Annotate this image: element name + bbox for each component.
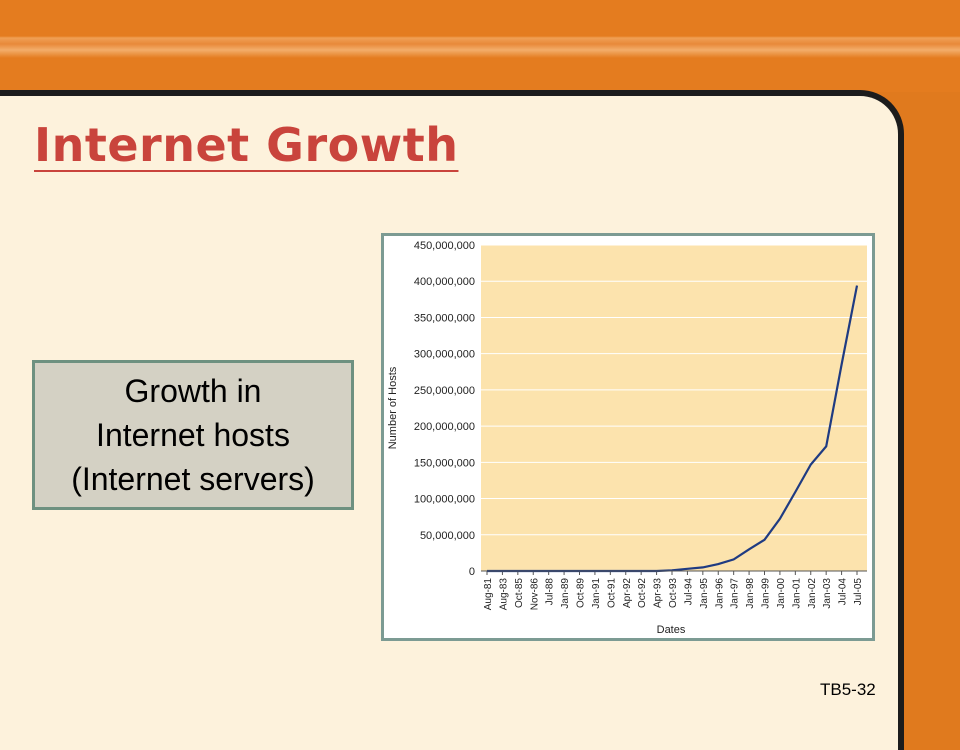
y-tick-label: 150,000,000 bbox=[414, 457, 475, 469]
callout-line-2: Internet hosts bbox=[96, 417, 290, 453]
y-tick-label: 0 bbox=[469, 566, 475, 578]
callout-text: Growth in Internet hosts (Internet serve… bbox=[71, 369, 315, 501]
x-tick-label: Oct-92 bbox=[637, 578, 648, 608]
x-tick-label: Jul-04 bbox=[838, 578, 849, 606]
x-tick-label: Jan-99 bbox=[761, 578, 772, 609]
y-tick-label: 300,000,000 bbox=[414, 349, 475, 361]
y-tick-label: 450,000,000 bbox=[414, 240, 475, 252]
callout-line-1: Growth in bbox=[124, 373, 262, 409]
x-tick-label: Oct-85 bbox=[514, 578, 525, 608]
chart-frame: 0 50,000,000 100,000,000 150,000,000 200,000… bbox=[381, 233, 875, 641]
slide-title: Internet Growth bbox=[34, 118, 459, 172]
x-tick-label: Oct-89 bbox=[576, 578, 587, 608]
x-tick-label: Aug-81 bbox=[483, 578, 494, 611]
callout-box: Growth in Internet hosts (Internet serve… bbox=[32, 360, 354, 510]
x-tick-label: Jul-88 bbox=[545, 578, 556, 606]
x-tick-label: Jan-95 bbox=[699, 578, 710, 609]
x-tick-label: Oct-93 bbox=[668, 578, 679, 608]
y-tick-label: 250,000,000 bbox=[414, 385, 475, 397]
plot-area bbox=[481, 245, 867, 571]
internet-hosts-chart: 0 50,000,000 100,000,000 150,000,000 200,000… bbox=[387, 240, 867, 636]
x-tick-label: Jan-89 bbox=[560, 578, 571, 609]
x-tick-label: Jan-98 bbox=[745, 578, 756, 609]
x-tick-label: Jul-94 bbox=[683, 578, 694, 606]
x-tick-label: Aug-83 bbox=[498, 578, 509, 611]
slide-code: TB5-32 bbox=[820, 680, 876, 699]
x-tick-label: Jan-03 bbox=[822, 578, 833, 609]
x-axis-label: Dates bbox=[657, 624, 686, 636]
x-tick-label: Jan-91 bbox=[591, 578, 602, 609]
x-tick-labels: Aug-81 Aug-83 Oct-85 Nov-86 Jul-88 Jan-89 Oct-… bbox=[483, 571, 864, 610]
x-tick-label: Jan-01 bbox=[791, 578, 802, 609]
y-tick-label: 400,000,000 bbox=[414, 276, 475, 288]
callout-line-3: (Internet servers) bbox=[71, 461, 315, 497]
x-tick-label: Jan-02 bbox=[807, 578, 818, 609]
right-decorative-edge bbox=[904, 120, 960, 720]
top-decorative-band bbox=[0, 0, 960, 92]
x-tick-label: Nov-86 bbox=[529, 578, 540, 611]
x-tick-label: Jul-05 bbox=[853, 578, 864, 606]
x-tick-label: Jan-00 bbox=[776, 578, 787, 609]
y-tick-labels: 0 50,000,000 100,000,000 150,000,000 200,000… bbox=[414, 240, 475, 578]
x-tick-label: Apr-92 bbox=[622, 578, 633, 608]
y-tick-label: 50,000,000 bbox=[420, 530, 475, 542]
x-tick-label: Apr-93 bbox=[653, 578, 664, 608]
y-tick-label: 350,000,000 bbox=[414, 312, 475, 324]
y-axis-label: Number of Hosts bbox=[387, 366, 399, 449]
x-tick-label: Oct-91 bbox=[606, 578, 617, 608]
x-tick-label: Jan-97 bbox=[730, 578, 741, 609]
x-tick-label: Jan-96 bbox=[714, 578, 725, 609]
y-tick-label: 100,000,000 bbox=[414, 494, 475, 506]
y-tick-label: 200,000,000 bbox=[414, 421, 475, 433]
